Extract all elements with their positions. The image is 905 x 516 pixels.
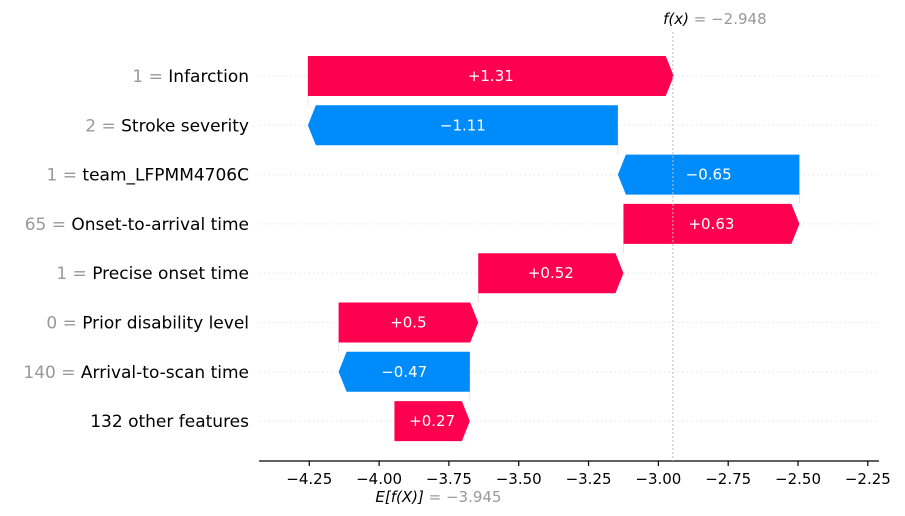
- feature-label: 1 = team_LFPMM4706C: [47, 166, 249, 186]
- feature-name: Stroke severity: [121, 116, 249, 136]
- feature-name: team_LFPMM4706C: [82, 166, 249, 186]
- waterfall-bar: [338, 351, 470, 392]
- bar-value-label: −0.47: [381, 363, 427, 381]
- feature-name: Onset-to-arrival time: [71, 215, 249, 235]
- bar-value-label: +0.27: [409, 412, 455, 430]
- feature-label: 140 = Arrival-to-scan time: [23, 363, 249, 383]
- bars: +1.31 −1.11 −0.65 +0.63 +0.52 +0.5 −0.47 +0.27: [307, 56, 800, 442]
- efx-label: E[f(X)]: [375, 488, 428, 506]
- bar-value-label: −1.11: [440, 116, 486, 134]
- feature-value: 65 =: [25, 215, 72, 235]
- annotations: f(x) = −2.948 E[f(X)] = −3.945: [375, 10, 766, 506]
- feature-label: 1 = Precise onset time: [56, 264, 249, 284]
- x-tick-label: −3.50: [496, 470, 542, 488]
- feature-name: Infarction: [168, 67, 249, 87]
- feature-value: 2 =: [85, 116, 121, 136]
- waterfall-bar: [394, 401, 470, 442]
- feature-label: 2 = Stroke severity: [85, 116, 249, 136]
- x-axis: −4.25 −4.00 −3.75 −3.50 −3.25 −3.00 −2.75 −2.50…: [259, 460, 891, 488]
- waterfall-bar: [307, 56, 674, 96]
- feature-value: 140 =: [23, 363, 81, 383]
- x-tick-label: −3.25: [566, 470, 612, 488]
- feature-value: 1 =: [56, 264, 92, 284]
- waterfall-bar: [623, 203, 800, 244]
- feature-name: Precise onset time: [92, 264, 249, 284]
- bar-value-label: +0.5: [390, 314, 426, 332]
- feature-labels: 1 = Infarction 2 = Stroke severity 1 = tea…: [23, 67, 249, 432]
- waterfall-bar: [617, 154, 800, 195]
- x-tick-label: −3.75: [426, 470, 472, 488]
- feature-label: 132 other features: [90, 412, 249, 432]
- x-tick-label: −2.75: [705, 470, 751, 488]
- bar-value-label: +0.52: [528, 264, 574, 282]
- waterfall-bar: [478, 253, 624, 294]
- fx-label: f(x): [663, 10, 694, 28]
- x-tick-label: −2.25: [845, 470, 891, 488]
- waterfall-bar: [307, 105, 618, 146]
- bar-value-label: +1.31: [468, 67, 514, 85]
- feature-name: 132 other features: [90, 412, 249, 432]
- x-tick-label: −4.00: [356, 470, 402, 488]
- efx-value: = −3.945: [429, 488, 502, 506]
- feature-label: 1 = Infarction: [132, 67, 249, 87]
- feature-value: 1 =: [47, 166, 83, 186]
- feature-name: Prior disability level: [82, 314, 249, 334]
- feature-value: 1 =: [132, 67, 168, 87]
- waterfall-bar: [338, 302, 479, 343]
- fx-annotation: f(x) = −2.948: [663, 10, 767, 28]
- x-tick-label: −2.50: [775, 470, 821, 488]
- x-tick-label: −4.25: [286, 470, 332, 488]
- feature-name: Arrival-to-scan time: [81, 363, 249, 383]
- feature-label: 65 = Onset-to-arrival time: [25, 215, 249, 235]
- efx-annotation: E[f(X)] = −3.945: [375, 488, 501, 506]
- feature-label: 0 = Prior disability level: [46, 314, 249, 334]
- x-tick-label: −3.00: [635, 470, 681, 488]
- fx-value: = −2.948: [694, 10, 767, 28]
- bar-value-label: −0.65: [686, 166, 732, 184]
- feature-value: 0 =: [46, 314, 82, 334]
- bar-value-label: +0.63: [688, 215, 734, 233]
